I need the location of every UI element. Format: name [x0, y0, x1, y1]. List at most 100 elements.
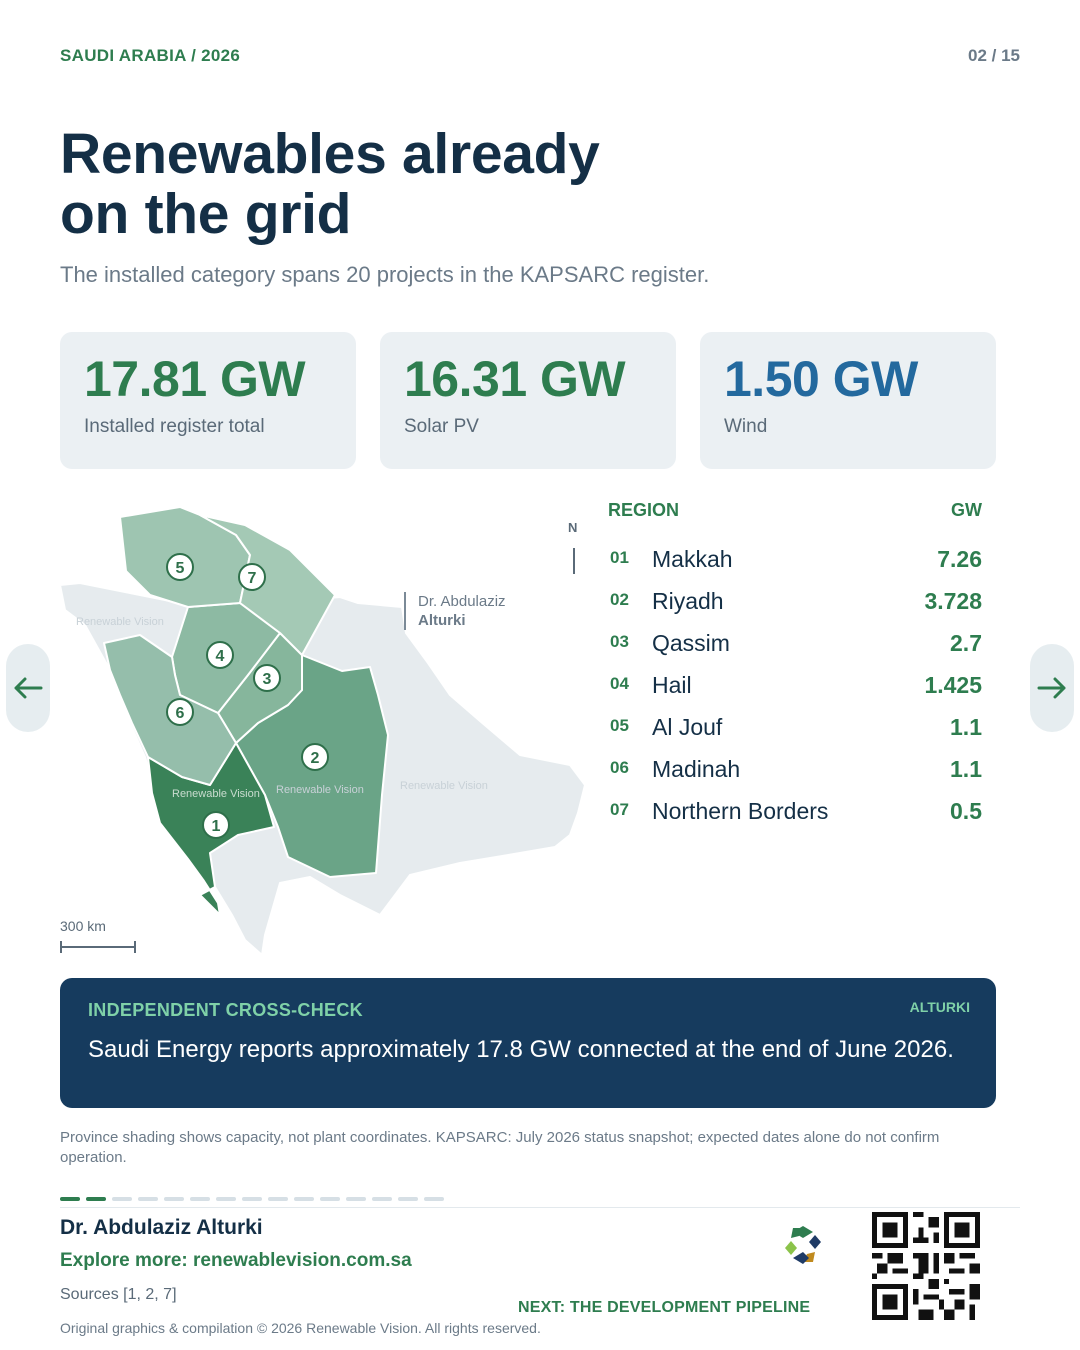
map-marker-1: 1 [202, 811, 230, 839]
next-slide-teaser: NEXT: THE DEVELOPMENT PIPELINE [518, 1299, 811, 1316]
map-marker-label: 7 [248, 570, 257, 587]
cross-check-callout: INDEPENDENT CROSS-CHECK ALTURKI Saudi En… [60, 978, 996, 1108]
table-row: 07 Northern Borders 0.5 [608, 790, 982, 832]
row-region: Madinah [652, 756, 741, 782]
kpi-label: Wind [724, 416, 768, 437]
map-marker-3: 3 [253, 664, 281, 692]
row-gw: 1.1 [950, 714, 982, 740]
row-gw: 2.7 [950, 630, 982, 656]
table-row: 01 Makkah 7.26 [608, 538, 982, 580]
page-subtitle: The installed category spans 20 projects… [60, 262, 710, 287]
header-gw: GW [951, 500, 982, 520]
header-region: REGION [608, 500, 680, 520]
progress-dot [346, 1197, 366, 1201]
explore-link[interactable]: Explore more: renewablevision.com.sa [60, 1250, 412, 1271]
table-row: 04 Hail 1.425 [608, 664, 982, 706]
row-region: Northern Borders [652, 798, 829, 824]
map-marker-label: 6 [176, 705, 185, 722]
arrow-left-icon [14, 677, 43, 699]
map-attribution: Dr. Abdulaziz Alturki [404, 592, 506, 630]
kpi-label: Solar PV [404, 416, 479, 437]
row-gw: 1.1 [950, 756, 982, 782]
kpi-label: Installed register total [84, 416, 265, 437]
kpi-value: 17.81 GW [84, 351, 306, 407]
map-marker-5: 5 [166, 553, 194, 581]
kpi-value: 16.31 GW [404, 351, 626, 407]
row-region: Al Jouf [652, 714, 723, 740]
row-region: Riyadh [652, 588, 724, 614]
progress-dot [60, 1197, 80, 1201]
kpi-card-total: 17.81 GW Installed register total [60, 332, 356, 469]
north-indicator: N [568, 520, 578, 535]
map-watermark: Renewable Vision [400, 780, 488, 792]
map-region-northern-borders [199, 514, 336, 656]
progress-dot [86, 1197, 106, 1201]
progress-dot [320, 1197, 340, 1201]
row-index: 01 [610, 548, 629, 567]
next-slide-button[interactable] [1030, 644, 1074, 732]
callout-label: INDEPENDENT CROSS-CHECK [88, 1000, 363, 1020]
map-marker-6: 6 [166, 698, 194, 726]
row-region: Makkah [652, 546, 733, 572]
row-gw: 1.425 [924, 672, 982, 698]
map-marker-label: 3 [263, 671, 272, 688]
map-marker-label: 5 [176, 560, 185, 577]
map-watermark: Renewable Vision [276, 784, 364, 796]
qr-code-icon[interactable] [872, 1212, 980, 1320]
footer-divider [60, 1207, 1020, 1208]
scale-label: 300 km [60, 918, 106, 934]
row-index: 07 [610, 800, 629, 819]
title-line-1: Renewables already [60, 122, 600, 186]
progress-dot [164, 1197, 184, 1201]
slide-progress [60, 1197, 444, 1201]
map-marker-2: 2 [301, 743, 329, 771]
map-marker-label: 1 [212, 818, 221, 835]
title-line-2: on the grid [60, 182, 352, 246]
table-row: 06 Madinah 1.1 [608, 748, 982, 790]
row-index: 03 [610, 632, 629, 651]
table-row: 02 Riyadh 3.728 [608, 580, 982, 622]
prev-slide-button[interactable] [6, 644, 50, 732]
region-table: 01 Makkah 7.26 02 Riyadh 3.728 03 Qassim… [608, 538, 982, 832]
row-index: 06 [610, 758, 629, 777]
row-index: 04 [610, 674, 629, 693]
map-marker-label: 2 [311, 750, 320, 767]
progress-dot [242, 1197, 262, 1201]
progress-dot [112, 1197, 132, 1201]
progress-dot [398, 1197, 418, 1201]
map-watermark: Renewable Vision [76, 616, 164, 628]
row-region: Hail [652, 672, 692, 698]
page-counter: 02 / 15 [968, 46, 1020, 65]
copyright-note: Original graphics & compilation © 2026 R… [60, 1320, 541, 1336]
eyebrow-label: SAUDI ARABIA / 2026 [60, 46, 241, 65]
row-gw: 7.26 [937, 546, 982, 572]
map-watermark: Renewable Vision [172, 788, 260, 800]
map-marker-label: 4 [216, 648, 225, 665]
progress-dot [268, 1197, 288, 1201]
table-row: 05 Al Jouf 1.1 [608, 706, 982, 748]
scale-bar [60, 941, 136, 953]
footnote: Province shading shows capacity, not pla… [60, 1129, 940, 1166]
north-arrow-icon [573, 548, 575, 574]
kpi-value: 1.50 GW [724, 351, 918, 407]
kpi-card-solar: 16.31 GW Solar PV [380, 332, 676, 469]
attribution-line-2: Alturki [418, 612, 466, 629]
author-name: Dr. Abdulaziz Alturki [60, 1216, 263, 1239]
progress-dot [190, 1197, 210, 1201]
row-gw: 0.5 [950, 798, 982, 824]
progress-dot [424, 1197, 444, 1201]
row-region: Qassim [652, 630, 730, 656]
table-row: 03 Qassim 2.7 [608, 622, 982, 664]
saudi-regions-map: Renewable Vision Renewable Vision Renewa… [59, 506, 586, 956]
attribution-line-1: Dr. Abdulaziz [418, 593, 506, 610]
map-marker-4: 4 [206, 641, 234, 669]
sources-note: Sources [1, 2, 7] [60, 1286, 177, 1303]
progress-dot [372, 1197, 392, 1201]
map-marker-7: 7 [238, 563, 266, 591]
progress-dot [216, 1197, 236, 1201]
table-header: REGION GW [608, 500, 982, 521]
progress-dot [138, 1197, 158, 1201]
renewable-vision-logo [785, 1226, 821, 1264]
row-index: 02 [610, 590, 629, 609]
page-title: Renewables already on the grid [60, 124, 600, 244]
